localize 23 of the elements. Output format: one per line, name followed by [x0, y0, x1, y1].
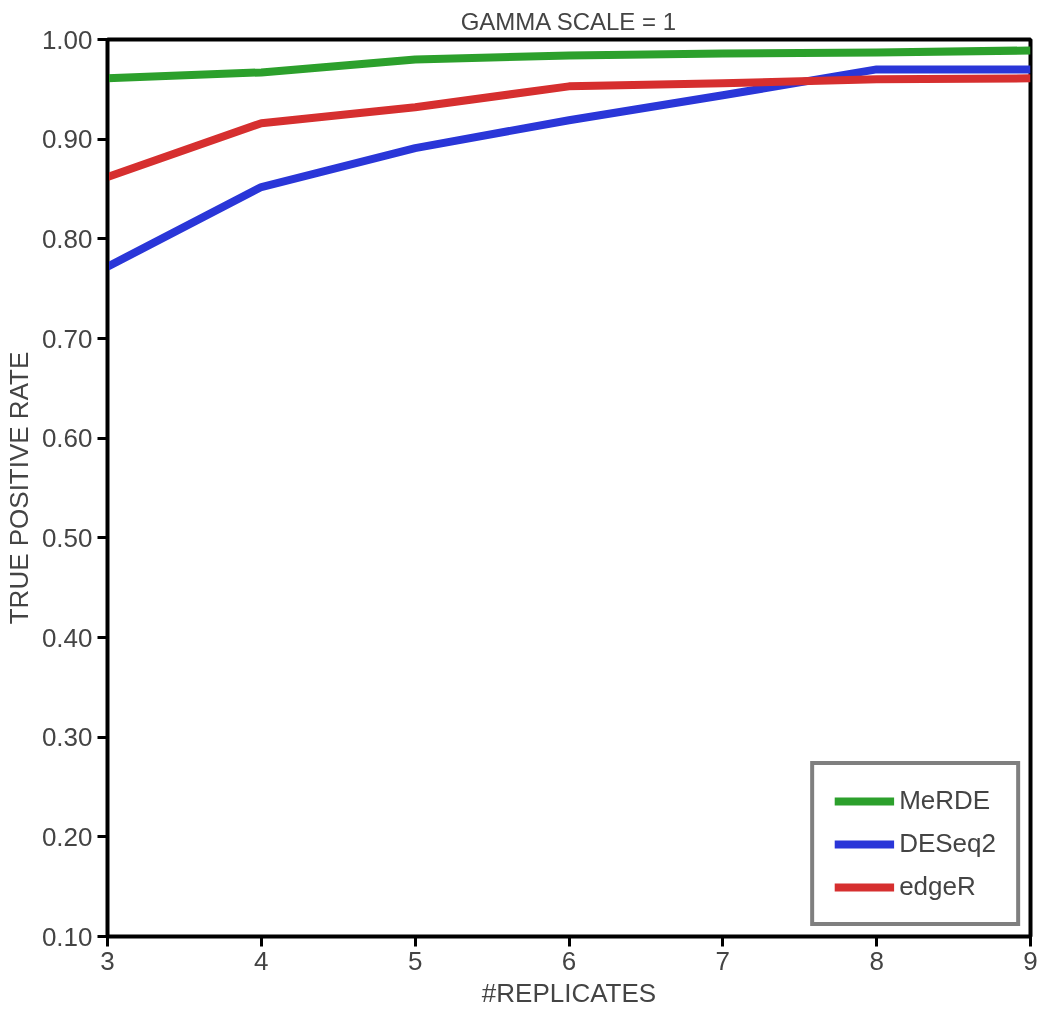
y-tick-label: 0.90 [41, 124, 93, 155]
x-tick-label: 3 [100, 945, 115, 976]
x-tick-label: 7 [715, 945, 731, 976]
y-tick-label: 0.60 [41, 423, 93, 454]
x-tick-label: 4 [254, 945, 269, 976]
y-tick-label: 1.00 [41, 24, 93, 55]
y-tick-label: 0.80 [41, 223, 93, 254]
x-tick-label: 9 [1023, 945, 1038, 976]
y-tick-label: 0.20 [41, 821, 93, 852]
y-tick-label: 0.10 [41, 921, 93, 952]
x-axis-title: #REPLICATES [481, 977, 657, 1008]
legend-label: edgeR [899, 871, 976, 902]
y-tick-label: 0.40 [41, 622, 93, 653]
legend-label: MeRDE [899, 785, 991, 816]
y-tick-label: 0.30 [41, 722, 93, 753]
y-axis-title: TRUE POSITIVE RATE [3, 351, 34, 625]
legend-label: DESeq2 [899, 828, 996, 859]
chart-title: GAMMA SCALE = 1 [460, 7, 677, 35]
x-tick-label: 8 [869, 945, 884, 976]
x-tick-label: 6 [561, 945, 577, 976]
y-tick-label: 0.70 [41, 323, 93, 354]
x-tick-label: 5 [407, 945, 423, 976]
y-tick-label: 0.50 [41, 522, 93, 553]
